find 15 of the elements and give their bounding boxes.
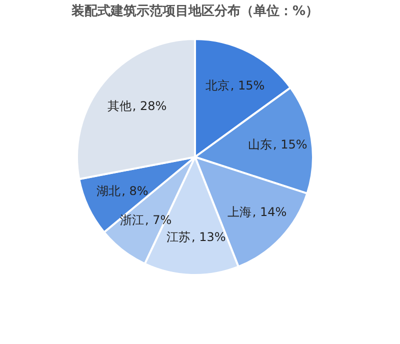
data-label: , 15% <box>273 137 308 152</box>
slice-label: 山东 <box>248 137 272 152</box>
data-label: , 13% <box>191 230 226 244</box>
slice-label: 浙江 <box>120 213 144 228</box>
slice-label: 湖北 <box>96 184 121 198</box>
data-label: , 7% <box>144 213 172 228</box>
chart-title: 装配式建筑示范项目地区分布（单位：%） <box>70 3 319 19</box>
slice-label: 上海 <box>227 204 252 219</box>
data-label: , 14% <box>252 204 287 219</box>
slice-label: 其他 <box>107 99 132 114</box>
data-label: , 15% <box>230 78 265 93</box>
slice-label: 北京 <box>205 78 230 93</box>
data-label: , 28% <box>132 99 167 114</box>
data-label: , 8% <box>122 184 148 198</box>
slice-label: 江苏 <box>166 230 190 244</box>
